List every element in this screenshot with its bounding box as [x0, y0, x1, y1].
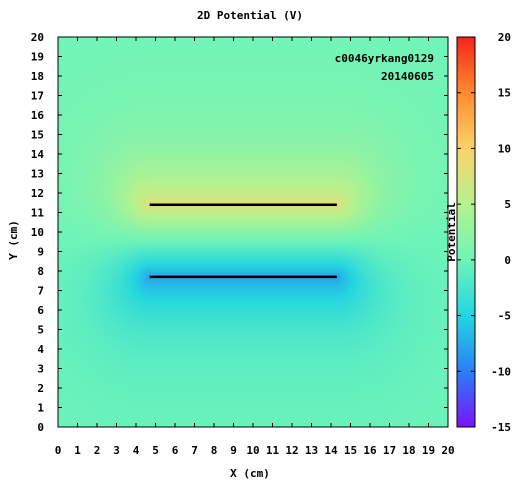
y-tick-label: 10: [31, 226, 44, 239]
annotation-text: 20140605: [381, 70, 434, 83]
y-tick-label: 3: [37, 363, 44, 376]
x-tick-label: 20: [441, 444, 454, 457]
y-tick-label: 9: [37, 246, 44, 259]
x-axis-label: X (cm): [230, 467, 270, 480]
x-tick-label: 7: [191, 444, 198, 457]
x-tick-label: 17: [383, 444, 396, 457]
x-tick-label: 12: [285, 444, 298, 457]
y-tick-label: 7: [37, 285, 44, 298]
colorbar-label: Potential: [445, 202, 458, 262]
x-tick-label: 0: [55, 444, 62, 457]
x-tick-label: 6: [172, 444, 179, 457]
x-tick-label: 2: [94, 444, 101, 457]
conductor-plates: [149, 203, 337, 279]
plot-area: [58, 37, 448, 427]
chart-title: 2D Potential (V): [197, 9, 303, 22]
colorbar-tick-label: -15: [491, 421, 511, 434]
y-tick-label: 16: [31, 109, 45, 122]
colorbar-tick-label: -5: [498, 310, 511, 323]
colorbar-tick-label: 5: [504, 198, 511, 211]
y-tick-label: 12: [31, 187, 44, 200]
colorbar-tick-label: -10: [491, 365, 511, 378]
x-tick-label: 1: [74, 444, 81, 457]
colorbar-gradient: [456, 36, 476, 428]
y-axis-label: Y (cm): [7, 220, 20, 260]
y-tick-label: 5: [37, 324, 44, 337]
x-tick-label: 15: [344, 444, 357, 457]
x-tick-label: 19: [422, 444, 435, 457]
y-tick-label: 13: [31, 168, 44, 181]
y-tick-label: 0: [37, 421, 44, 434]
x-tick-label: 5: [152, 444, 159, 457]
x-tick-label: 14: [324, 444, 338, 457]
x-tick-label: 4: [133, 444, 140, 457]
colorbar-tick-label: 0: [504, 254, 511, 267]
y-tick-label: 4: [37, 343, 44, 356]
y-tick-label: 18: [31, 70, 44, 83]
x-axis: 0 1 2 3 4 5 6 7 8 9 10 11 12 13 14 15 16 17 18 19 20: [55, 37, 455, 457]
y-tick-label: 14: [31, 148, 45, 161]
y-tick-label: 2: [37, 382, 44, 395]
x-tick-label: 18: [402, 444, 415, 457]
x-tick-label: 3: [113, 444, 120, 457]
x-tick-label: 10: [246, 444, 259, 457]
y-tick-label: 11: [31, 207, 45, 220]
x-tick-label: 11: [266, 444, 280, 457]
colorbar-ticks: -15 -10 -5 0 5 10 15 20: [457, 31, 511, 434]
x-tick-label: 16: [363, 444, 377, 457]
y-tick-label: 6: [37, 304, 44, 317]
y-tick-label: 8: [37, 265, 44, 278]
plot-annotations: c0046yrkang0129 20140605: [335, 52, 434, 83]
annotation-text: c0046yrkang0129: [335, 52, 434, 65]
x-tick-label: 8: [211, 444, 218, 457]
x-tick-label: 9: [230, 444, 237, 457]
colorbar-tick-label: 20: [498, 31, 511, 44]
colorbar: -15 -10 -5 0 5 10 15 20 Potential: [445, 31, 511, 434]
x-tick-label: 13: [305, 444, 318, 457]
y-tick-label: 15: [31, 129, 44, 142]
colorbar-tick-label: 15: [498, 87, 511, 100]
colorbar-tick-label: 10: [498, 142, 511, 155]
y-tick-label: 1: [37, 402, 44, 415]
y-tick-label: 17: [31, 90, 44, 103]
y-tick-label: 19: [31, 51, 44, 64]
y-tick-label: 20: [31, 31, 44, 44]
